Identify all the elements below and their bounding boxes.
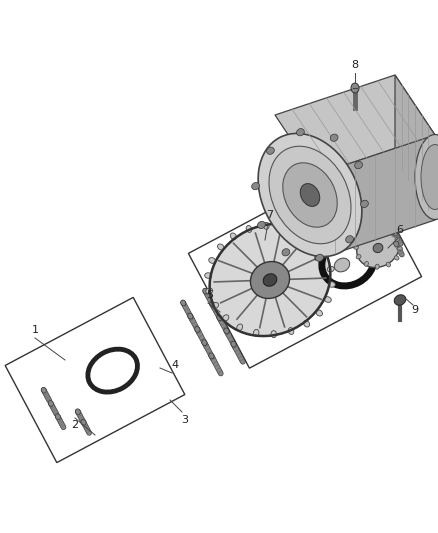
Ellipse shape [421, 144, 438, 209]
Ellipse shape [263, 274, 277, 286]
Ellipse shape [297, 229, 303, 236]
Ellipse shape [246, 225, 252, 232]
Ellipse shape [346, 236, 353, 243]
Ellipse shape [252, 182, 259, 190]
Ellipse shape [330, 134, 338, 141]
Ellipse shape [357, 229, 399, 268]
Ellipse shape [360, 200, 368, 207]
Ellipse shape [217, 315, 222, 320]
Ellipse shape [206, 288, 213, 294]
Ellipse shape [81, 419, 86, 425]
Ellipse shape [355, 161, 363, 168]
Ellipse shape [321, 252, 328, 257]
Ellipse shape [288, 328, 294, 335]
Ellipse shape [218, 244, 224, 250]
Ellipse shape [258, 133, 362, 256]
Ellipse shape [251, 262, 290, 298]
Text: 7: 7 [266, 210, 274, 220]
Ellipse shape [269, 146, 351, 244]
Ellipse shape [373, 244, 383, 253]
Ellipse shape [281, 224, 286, 231]
Ellipse shape [377, 227, 381, 232]
Ellipse shape [258, 221, 265, 229]
Ellipse shape [230, 233, 237, 239]
Ellipse shape [195, 327, 200, 332]
Ellipse shape [187, 313, 193, 319]
Ellipse shape [386, 262, 390, 267]
Ellipse shape [311, 239, 318, 245]
Ellipse shape [328, 282, 335, 287]
Polygon shape [275, 75, 435, 175]
Ellipse shape [394, 256, 399, 260]
Ellipse shape [375, 264, 379, 269]
Ellipse shape [398, 247, 403, 251]
Ellipse shape [231, 341, 236, 347]
Ellipse shape [356, 255, 361, 259]
Ellipse shape [366, 229, 370, 234]
Polygon shape [395, 75, 435, 220]
Ellipse shape [48, 401, 53, 406]
Ellipse shape [357, 236, 362, 240]
Ellipse shape [267, 147, 274, 155]
Text: 6: 6 [396, 225, 403, 235]
Ellipse shape [237, 324, 243, 330]
Ellipse shape [325, 297, 331, 302]
Ellipse shape [203, 288, 208, 294]
Ellipse shape [253, 329, 259, 336]
Ellipse shape [209, 353, 214, 359]
Ellipse shape [41, 387, 46, 393]
Ellipse shape [75, 409, 81, 415]
Ellipse shape [316, 254, 323, 261]
Text: 4: 4 [171, 360, 179, 370]
Ellipse shape [223, 315, 229, 321]
Ellipse shape [271, 330, 276, 337]
Text: 1: 1 [32, 325, 39, 335]
Text: 8: 8 [351, 60, 359, 70]
Ellipse shape [394, 295, 406, 305]
Ellipse shape [304, 320, 310, 327]
Ellipse shape [55, 414, 60, 419]
Text: 3: 3 [181, 415, 188, 425]
Text: 2: 2 [71, 420, 78, 430]
Ellipse shape [264, 222, 269, 229]
Ellipse shape [282, 249, 290, 256]
Ellipse shape [392, 230, 398, 236]
Ellipse shape [388, 230, 392, 235]
Ellipse shape [180, 300, 186, 306]
Ellipse shape [353, 245, 359, 249]
Ellipse shape [316, 310, 322, 316]
Ellipse shape [210, 302, 215, 308]
Ellipse shape [300, 183, 320, 206]
Ellipse shape [415, 134, 438, 220]
Text: 5: 5 [206, 290, 213, 300]
Text: 9: 9 [411, 305, 419, 315]
Ellipse shape [297, 128, 304, 136]
Ellipse shape [210, 224, 330, 336]
Ellipse shape [283, 163, 337, 227]
Ellipse shape [395, 237, 400, 241]
Ellipse shape [212, 303, 219, 309]
Ellipse shape [224, 328, 229, 334]
Ellipse shape [202, 340, 207, 345]
Ellipse shape [334, 258, 350, 272]
Ellipse shape [209, 257, 215, 263]
Ellipse shape [205, 273, 212, 278]
Ellipse shape [327, 266, 334, 272]
Ellipse shape [377, 216, 382, 222]
Ellipse shape [394, 241, 399, 247]
Polygon shape [315, 135, 435, 260]
Ellipse shape [364, 262, 368, 266]
Ellipse shape [386, 222, 391, 228]
Ellipse shape [351, 83, 359, 93]
